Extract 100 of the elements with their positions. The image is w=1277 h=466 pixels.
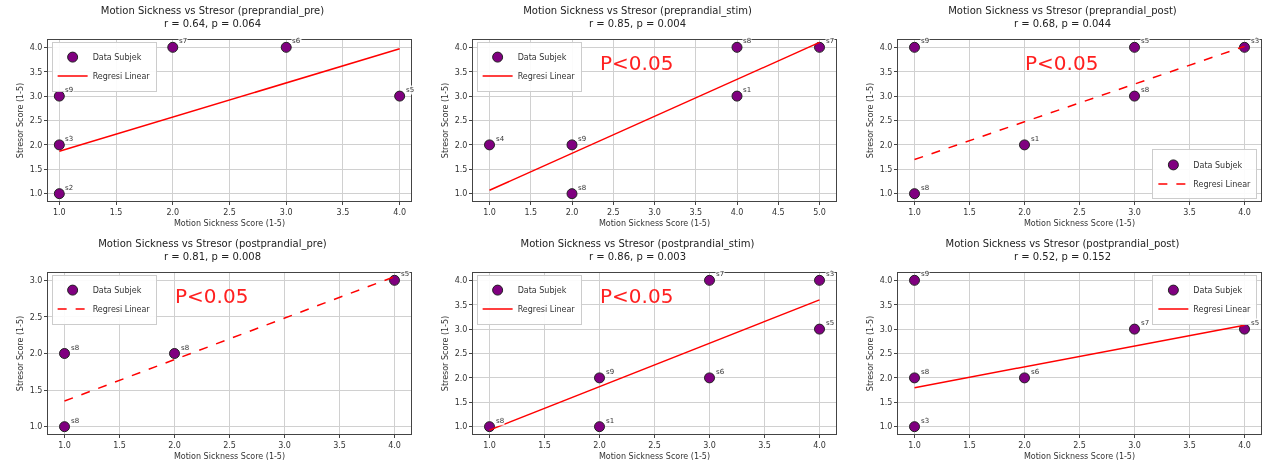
- x-tick-label: 3.5: [689, 207, 703, 217]
- x-tick-label: 2.5: [1073, 207, 1086, 217]
- y-tick-label: 2.5: [879, 349, 893, 359]
- annotation: P<0.05: [175, 284, 249, 308]
- legend-label: Data Subjek: [517, 53, 567, 63]
- y-tick-label: 3.5: [454, 67, 468, 77]
- x-tick-label: 3.0: [648, 207, 661, 217]
- x-tick-label: 1.5: [524, 207, 538, 217]
- y-tick-label: 3.0: [29, 276, 43, 286]
- legend-label: Regresi Linear: [517, 305, 576, 315]
- point: [909, 372, 920, 384]
- y-tick-label: 1.5: [29, 385, 43, 395]
- y-tick-label: 1.0: [879, 189, 893, 199]
- x-tick-label: 2.5: [223, 207, 236, 217]
- point: [53, 139, 65, 151]
- x-tick-label: 1.0: [908, 440, 921, 450]
- point: [1129, 41, 1140, 53]
- x-tick-label: 5.0: [813, 207, 826, 217]
- x-tick-label: 3.0: [703, 440, 716, 450]
- x-tick-label: 1.0: [58, 440, 71, 450]
- point: [814, 323, 825, 335]
- point: [909, 274, 920, 286]
- y-axis-title: Stresor Score (1-5): [866, 315, 876, 392]
- y-tick-label: 4.0: [29, 43, 43, 53]
- x-tick-label: 1.0: [483, 440, 496, 450]
- y-tick-label: 1.5: [879, 398, 893, 408]
- y-tick-label: 3.5: [879, 300, 893, 310]
- chart-title: Motion Sickness vs Stresor (preprandial_post): [948, 4, 1177, 17]
- y-axis-title: Stresor Score (1-5): [441, 82, 451, 159]
- annotation: P<0.05: [1025, 51, 1099, 75]
- y-tick-label: 1.5: [454, 165, 468, 175]
- y-tick-label: 4.0: [454, 43, 468, 53]
- x-tick-label: 2.0: [565, 207, 579, 217]
- y-tick-label: 4.0: [454, 276, 468, 286]
- y-axis-title: Stresor Score (1-5): [16, 315, 26, 392]
- x-axis-title: Motion Sickness Score (1-5): [1023, 218, 1136, 228]
- y-axis-title: Stresor Score (1-5): [441, 315, 451, 392]
- chart-subtitle: r = 0.52, p = 0.152: [1013, 250, 1112, 262]
- point: [53, 188, 65, 200]
- point: [389, 274, 400, 286]
- chart-subtitle: r = 0.64, p = 0.064: [163, 17, 262, 29]
- point: [1019, 372, 1030, 384]
- y-tick-label: 3.0: [454, 324, 468, 334]
- x-tick-label: 2.5: [1073, 440, 1086, 450]
- point: [566, 139, 578, 151]
- y-tick-label: 3.5: [454, 300, 468, 310]
- x-tick-label: 3.0: [1128, 440, 1141, 450]
- y-axis-title: Stresor Score (1-5): [866, 82, 876, 159]
- x-tick-label: 2.0: [1018, 440, 1031, 450]
- y-tick-label: 1.0: [29, 422, 43, 432]
- x-tick-label: 3.5: [336, 207, 350, 217]
- point: [484, 139, 495, 151]
- legend-label: Data Subjek: [517, 286, 567, 296]
- chart-title: Motion Sickness vs Stresor (postprandial_stim): [520, 237, 755, 250]
- x-tick-label: 4.5: [771, 207, 785, 217]
- x-axis-title: Motion Sickness Score (1-5): [598, 451, 711, 461]
- y-tick-label: 2.0: [454, 140, 468, 150]
- point: [1239, 41, 1250, 53]
- y-tick-label: 3.5: [29, 67, 43, 77]
- legend-label: Data Subjek: [92, 53, 142, 63]
- x-tick-label: 1.5: [109, 207, 123, 217]
- legend-label: Regresi Linear: [1193, 180, 1252, 190]
- point: [594, 372, 605, 384]
- x-tick-label: 3.5: [1183, 207, 1196, 217]
- x-tick-label: 2.5: [223, 440, 236, 450]
- point: [1129, 90, 1140, 102]
- y-tick-label: 2.5: [879, 116, 893, 126]
- legend-label: Data Subjek: [92, 286, 142, 296]
- x-tick-label: 3.5: [758, 440, 771, 450]
- x-tick-label: 1.5: [963, 207, 976, 217]
- x-axis-title: Motion Sickness Score (1-5): [173, 451, 286, 461]
- annotation: P<0.05: [600, 51, 674, 75]
- legend-label: Data Subjek: [1193, 161, 1243, 171]
- x-axis-title: Motion Sickness Score (1-5): [173, 218, 286, 228]
- chart-title: Motion Sickness vs Stresor (preprandial_pre): [100, 4, 325, 17]
- chart-subtitle: r = 0.68, p = 0.044: [1013, 17, 1112, 29]
- y-tick-label: 1.0: [29, 189, 43, 199]
- x-tick-label: 4.0: [1238, 440, 1251, 450]
- y-tick-label: 1.5: [454, 398, 468, 408]
- x-axis-title: Motion Sickness Score (1-5): [598, 218, 711, 228]
- y-tick-label: 2.0: [29, 140, 43, 150]
- point: [1019, 139, 1030, 151]
- point: [814, 41, 825, 53]
- x-tick-label: 4.0: [388, 440, 401, 450]
- legend-label: Regresi Linear: [1193, 305, 1252, 315]
- chart-subtitle: r = 0.81, p = 0.008: [163, 250, 262, 262]
- x-tick-label: 3.0: [278, 440, 291, 450]
- y-tick-label: 2.0: [454, 373, 468, 383]
- x-tick-label: 2.0: [593, 440, 606, 450]
- x-tick-label: 2.5: [648, 440, 661, 450]
- x-tick-label: 3.0: [279, 207, 293, 217]
- x-tick-label: 2.0: [1018, 207, 1031, 217]
- x-tick-label: 3.5: [1183, 440, 1196, 450]
- y-tick-label: 2.0: [879, 373, 893, 383]
- chart-title: Motion Sickness vs Stresor (preprandial_stim): [523, 4, 752, 17]
- y-tick-label: 2.5: [454, 349, 468, 359]
- x-tick-label: 1.0: [52, 207, 66, 217]
- point: [909, 421, 920, 433]
- chart-subtitle: r = 0.85, p = 0.004: [588, 17, 687, 29]
- y-tick-label: 3.0: [454, 91, 468, 101]
